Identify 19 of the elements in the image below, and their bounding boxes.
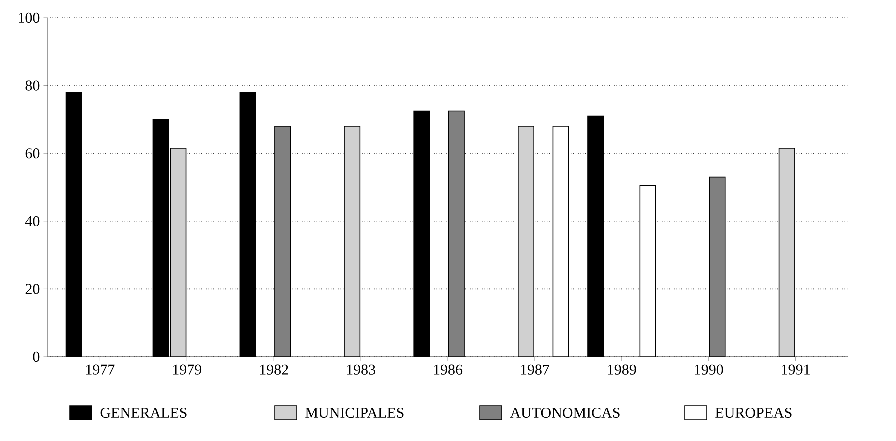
y-tick-label: 20: [26, 284, 40, 294]
x-tick-label: 1983: [347, 364, 376, 375]
y-tick-label: 60: [26, 148, 40, 159]
x-tick-label: 1990: [695, 364, 724, 375]
y-tick-label: 80: [26, 80, 40, 91]
x-tick-label: 1979: [173, 364, 202, 375]
y-tick-label: 40: [26, 216, 40, 226]
legend-label: MUNICIPALES: [306, 408, 404, 418]
x-tick-label: 1989: [608, 364, 636, 375]
y-tick-label: 100: [19, 12, 40, 24]
legend-label: GENERALES: [100, 408, 187, 418]
x-tick-label: 1991: [782, 364, 810, 375]
y-tick-label: 0: [33, 352, 40, 362]
x-tick-label: 1977: [86, 364, 115, 375]
x-tick-label: 1982: [260, 364, 288, 375]
x-tick-label: 1986: [434, 364, 463, 375]
x-tick-label: 1987: [521, 364, 550, 375]
legend-label: EUROPEAS: [716, 408, 792, 418]
legend-label: AUTONOMICAS: [510, 408, 620, 418]
